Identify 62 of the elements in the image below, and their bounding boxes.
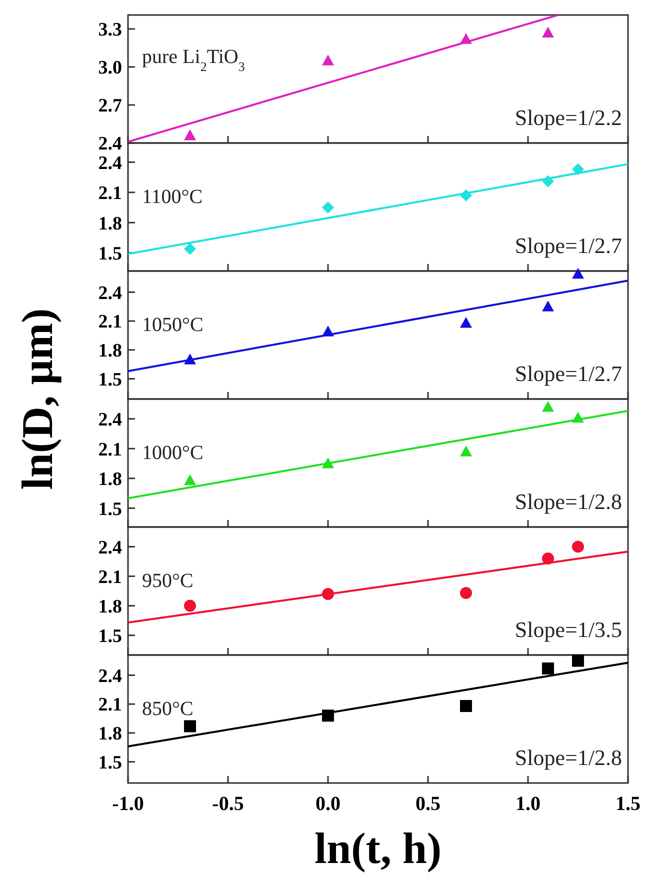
annotation: pure Li$_{2}$TiO$_{3}$ xyxy=(142,46,245,74)
point xyxy=(460,586,472,599)
x-tick-label: -0.5 xyxy=(212,793,244,815)
point xyxy=(322,54,334,66)
y-tick-label: 1.5 xyxy=(98,752,122,774)
y-tick-label: 2.1 xyxy=(98,694,122,716)
annotation: 850°C xyxy=(142,698,194,720)
y-tick-label: 1.8 xyxy=(98,724,122,745)
point xyxy=(460,316,472,328)
point xyxy=(184,129,196,140)
y-tick-label: 2.4 xyxy=(98,666,122,687)
y-tick-label: 2.4 xyxy=(98,134,122,155)
y-tick-label: 1.8 xyxy=(98,596,122,618)
annotation: Slope=1/2.7 xyxy=(514,361,622,386)
point xyxy=(184,474,196,486)
y-tick-label: 1.8 xyxy=(98,340,122,362)
y-tick-label: 2.4 xyxy=(98,537,122,558)
point xyxy=(542,300,554,312)
y-tick-label: 1.5 xyxy=(98,626,122,647)
y-tick-label: 2.4 xyxy=(98,152,122,174)
x-tick-label: -1.0 xyxy=(112,793,144,815)
annotation: Slope=1/2.8 xyxy=(514,489,622,514)
annotation: Slope=1/2.7 xyxy=(514,233,622,258)
y-tick-label: 2.7 xyxy=(98,96,122,117)
y-tick-label: 2.4 xyxy=(98,409,122,430)
point xyxy=(322,202,334,214)
annotation: Slope=1/2.2 xyxy=(514,105,622,130)
y-tick-label: 2.1 xyxy=(98,312,122,333)
point xyxy=(184,600,196,612)
point xyxy=(460,700,472,712)
y-tick-label: 2.1 xyxy=(98,439,122,460)
point xyxy=(542,26,554,38)
x-tick-label: 0.0 xyxy=(316,793,340,815)
x-tick-label: 1.0 xyxy=(516,793,540,815)
point xyxy=(542,400,554,412)
point xyxy=(542,662,554,674)
point xyxy=(184,242,196,255)
y-tick-label: 3.3 xyxy=(98,20,122,41)
x-axis-title: ln(t, h) xyxy=(314,824,442,873)
point xyxy=(184,720,196,732)
y-tick-label: 2.4 xyxy=(98,282,122,304)
annotation: 1100°C xyxy=(142,186,203,208)
x-tick-label: 1.5 xyxy=(616,793,640,815)
y-tick-label: 1.5 xyxy=(98,498,122,520)
annotation: 1000°C xyxy=(142,442,204,464)
y-tick-label: 2.1 xyxy=(98,183,122,204)
x-tick-label: 0.5 xyxy=(416,793,440,815)
y-tick-label: 1.8 xyxy=(98,469,122,490)
y-tick-label: 1.5 xyxy=(98,244,122,265)
y-axis-title: ln(D, μm) xyxy=(13,308,62,490)
point xyxy=(572,540,584,553)
annotation: 950°C xyxy=(142,570,194,592)
annotation: Slope=1/2.8 xyxy=(514,745,622,770)
point xyxy=(572,268,584,279)
annotation: 1050°C xyxy=(142,314,204,336)
point xyxy=(572,654,584,667)
point xyxy=(460,446,472,456)
annotation: Slope=1/3.5 xyxy=(514,617,622,642)
y-tick-label: 1.5 xyxy=(98,369,122,390)
y-tick-label: 3.0 xyxy=(98,58,122,79)
y-tick-label: 2.1 xyxy=(98,566,122,588)
y-tick-label: 1.8 xyxy=(98,213,122,234)
